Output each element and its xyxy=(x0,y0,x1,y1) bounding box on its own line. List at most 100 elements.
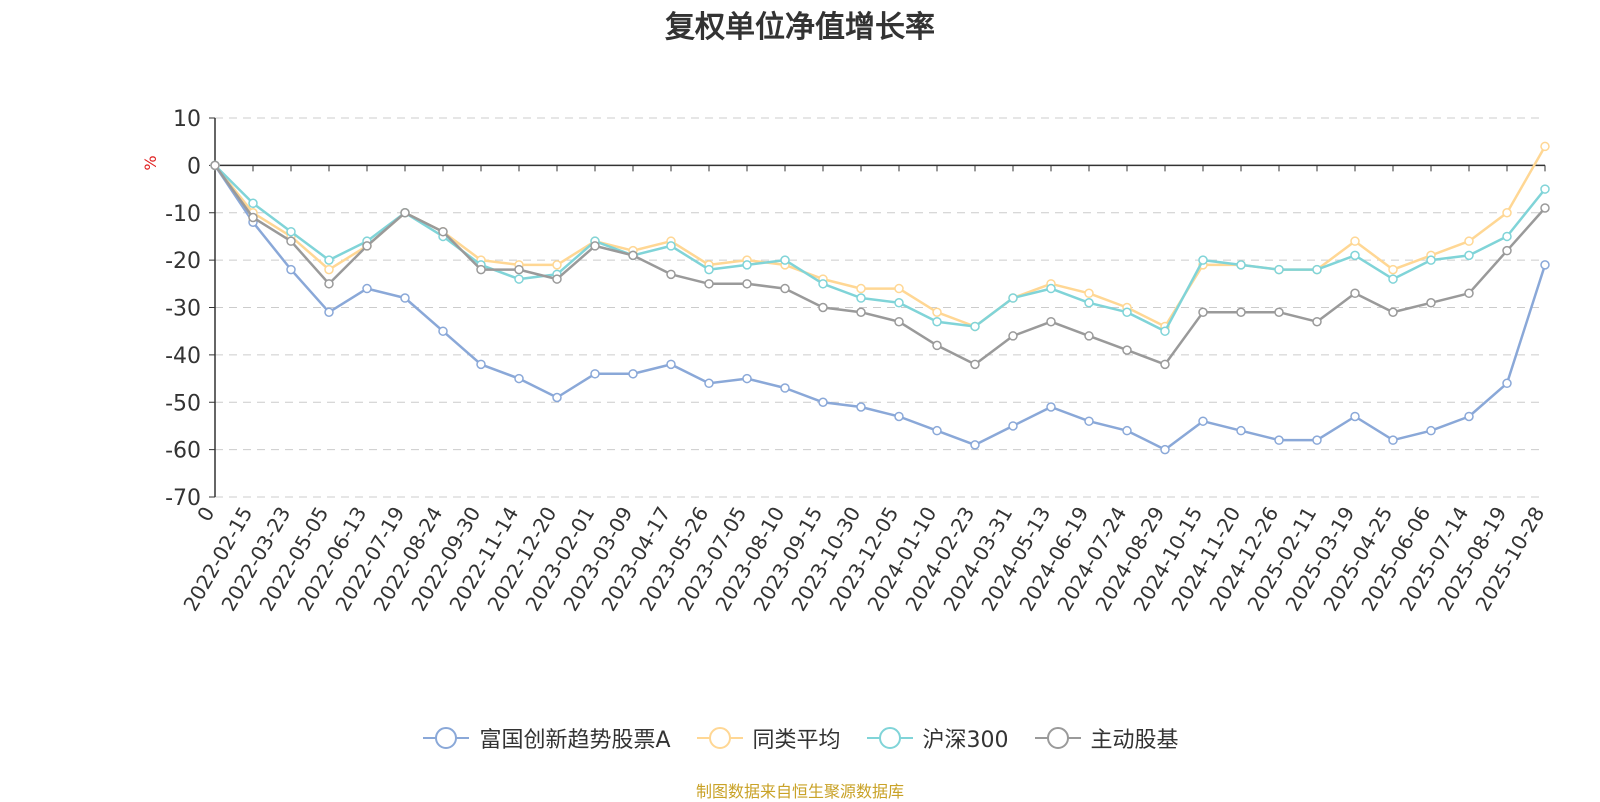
data-point xyxy=(286,226,296,237)
data-point xyxy=(970,440,980,450)
data-point xyxy=(1540,184,1550,194)
data-point xyxy=(1198,416,1208,426)
data-point xyxy=(1160,359,1170,370)
data-point xyxy=(286,236,296,246)
data-point xyxy=(780,383,790,393)
data-point xyxy=(1388,274,1398,284)
data-point xyxy=(1122,345,1132,355)
data-point xyxy=(932,340,942,351)
data-point xyxy=(1046,402,1056,412)
data-point xyxy=(1540,141,1550,152)
y-axis-unit: % xyxy=(141,155,160,170)
data-point xyxy=(970,321,980,332)
data-point xyxy=(1388,307,1398,317)
data-point xyxy=(590,369,600,379)
data-point xyxy=(438,226,448,237)
y-tick-label: -60 xyxy=(165,439,201,464)
data-point xyxy=(1464,411,1474,422)
data-point xyxy=(1426,425,1436,436)
data-point xyxy=(1274,307,1284,317)
data-point xyxy=(1084,331,1094,341)
data-point xyxy=(1160,326,1170,336)
data-point xyxy=(818,302,828,313)
data-point xyxy=(324,255,334,265)
data-point xyxy=(932,425,942,436)
data-point xyxy=(894,298,904,308)
legend-item[interactable]: 富国创新趋势股票A xyxy=(421,722,671,754)
data-point xyxy=(1502,231,1512,242)
data-point xyxy=(932,316,942,327)
data-point xyxy=(1502,245,1512,256)
chart-title: 复权单位净值增长率 xyxy=(665,10,935,45)
y-tick-label: 10 xyxy=(173,107,201,132)
legend-item[interactable]: 主动股基 xyxy=(1033,722,1179,754)
data-point xyxy=(628,250,638,261)
data-point xyxy=(1122,425,1132,436)
data-point xyxy=(1350,288,1360,299)
legend-item[interactable]: 同类平均 xyxy=(695,722,841,754)
data-point xyxy=(742,373,752,384)
data-point xyxy=(932,307,942,317)
data-point xyxy=(590,241,600,251)
data-point xyxy=(1236,260,1246,270)
data-point xyxy=(362,283,372,294)
data-point xyxy=(476,264,486,275)
y-tick-label: -40 xyxy=(165,344,201,369)
data-point xyxy=(894,411,904,422)
data-point xyxy=(1464,288,1474,299)
data-point xyxy=(704,279,714,289)
data-point xyxy=(552,274,562,284)
data-point xyxy=(210,160,220,171)
data-point xyxy=(856,293,866,303)
legend-symbol xyxy=(423,727,470,749)
data-point xyxy=(1122,307,1132,317)
data-point xyxy=(1084,416,1094,426)
data-point xyxy=(1198,307,1208,317)
legend-symbol xyxy=(696,727,743,749)
data-point xyxy=(628,369,638,379)
data-point xyxy=(1350,411,1360,422)
data-point xyxy=(1160,444,1170,455)
data-point xyxy=(818,397,828,407)
data-point xyxy=(324,307,334,317)
data-point xyxy=(1008,293,1018,303)
series-line-3 xyxy=(213,164,1546,366)
data-point xyxy=(1046,316,1056,327)
data-point xyxy=(1198,255,1208,265)
y-tick-label: 0 xyxy=(187,154,201,179)
data-point xyxy=(1008,421,1018,431)
y-tick-label: -20 xyxy=(165,249,201,274)
data-point xyxy=(552,392,562,403)
data-point xyxy=(856,283,866,294)
y-tick-label: -30 xyxy=(165,297,201,322)
legend-symbol xyxy=(866,727,913,749)
data-point xyxy=(1502,208,1512,218)
data-point xyxy=(1084,288,1094,299)
data-point xyxy=(704,378,714,389)
data-point xyxy=(1426,298,1436,308)
data-point xyxy=(1464,236,1474,246)
data-point xyxy=(1008,331,1018,341)
data-point xyxy=(476,359,486,370)
data-point xyxy=(1312,264,1322,275)
data-point xyxy=(666,241,676,251)
data-point xyxy=(742,260,752,270)
data-point xyxy=(1350,236,1360,246)
data-point xyxy=(1388,264,1398,275)
legend-label: 主动股基 xyxy=(1090,728,1179,753)
data-point xyxy=(1046,283,1056,294)
data-point xyxy=(438,326,448,336)
y-tick-label: -70 xyxy=(165,486,201,511)
data-point xyxy=(1084,298,1094,308)
data-point xyxy=(248,198,258,209)
data-point xyxy=(1274,264,1284,275)
data-point xyxy=(400,293,410,303)
data-point xyxy=(1540,203,1550,213)
data-point xyxy=(666,359,676,370)
data-point xyxy=(1312,316,1322,327)
data-point xyxy=(1502,378,1512,389)
legend-item[interactable]: 沪深300 xyxy=(865,722,1009,754)
data-point xyxy=(514,274,524,284)
data-point xyxy=(1274,435,1284,445)
